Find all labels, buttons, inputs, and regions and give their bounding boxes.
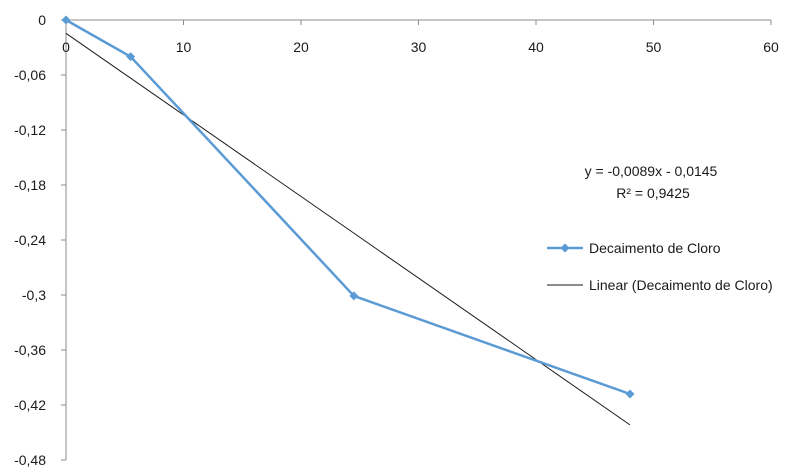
regression-annotation: y = -0,0089x - 0,0145 R² = 0,9425: [585, 163, 718, 201]
equation-label: y = -0,0089x - 0,0145: [585, 163, 718, 179]
legend: Decaimento de Cloro Linear (Decaimento d…: [547, 240, 773, 293]
data-point-marker: [61, 15, 71, 25]
trendline: [65, 32, 631, 426]
y-tick-label: -0,36: [14, 342, 46, 358]
y-tick-label: -0,18: [14, 177, 46, 193]
y-tick-label: -0,48: [14, 452, 46, 468]
x-tick-label: 0: [62, 39, 70, 55]
x-axis-ticks: 0 10 20 30 40 50 60: [62, 20, 779, 55]
series-line: [65, 18, 631, 396]
y-tick-label: -0,12: [14, 122, 46, 138]
legend-item-trendline: Linear (Decaimento de Cloro): [547, 277, 773, 293]
x-tick-label: 30: [411, 39, 427, 55]
x-tick-label: 10: [176, 39, 192, 55]
y-tick-label: 0: [38, 12, 46, 28]
x-tick-label: 40: [528, 39, 544, 55]
x-tick-label: 60: [763, 39, 779, 55]
y-axis-ticks: 0 -0,06 -0,12 -0,18 -0,24 -0,3 -0,36 -0,42 -0,48: [14, 12, 66, 468]
y-tick-label: -0,3: [22, 287, 46, 303]
y-tick-label: -0,06: [14, 67, 46, 83]
legend-series-marker-icon: [560, 243, 570, 253]
data-point-marker: [349, 291, 359, 301]
x-tick-label: 20: [293, 39, 309, 55]
y-tick-label: -0,42: [14, 397, 46, 413]
x-tick-label: 50: [646, 39, 662, 55]
y-tick-label: -0,24: [14, 232, 46, 248]
series-layer: [61, 15, 635, 399]
legend-series-label: Decaimento de Cloro: [589, 240, 721, 256]
trendline-layer: [65, 32, 631, 426]
data-point-marker: [126, 52, 136, 62]
r-squared-label: R² = 0,9425: [616, 185, 690, 201]
legend-trendline-label: Linear (Decaimento de Cloro): [589, 277, 773, 293]
data-point-marker: [625, 389, 635, 399]
legend-item-series: Decaimento de Cloro: [547, 240, 721, 256]
